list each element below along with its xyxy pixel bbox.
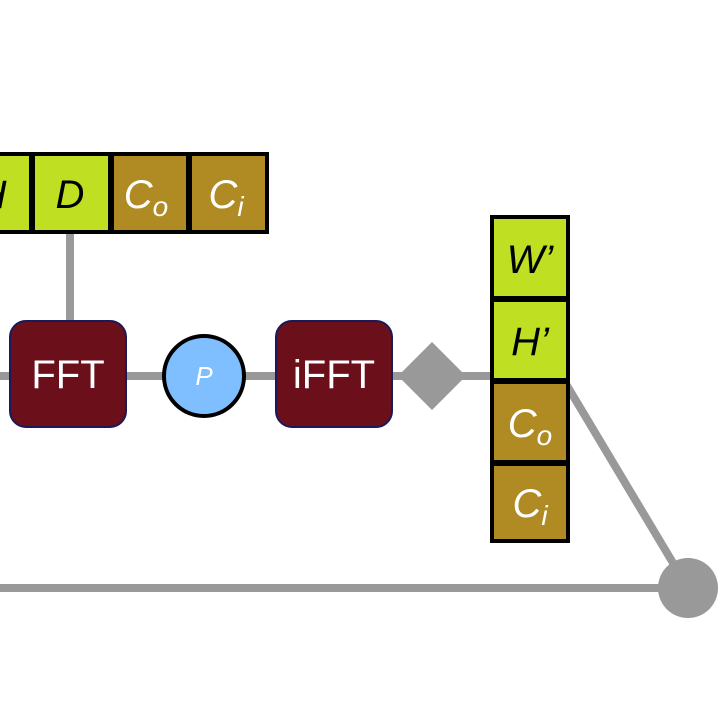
tile-label-sub: o	[153, 191, 169, 222]
node-label: P	[195, 361, 213, 391]
tile	[490, 462, 570, 543]
tile	[490, 380, 570, 464]
junction	[658, 558, 718, 618]
node-label: FFT	[31, 353, 104, 397]
tile-label: Co	[508, 402, 552, 451]
p-node	[162, 334, 246, 418]
tile-label-main: C	[512, 482, 542, 526]
diamond	[398, 342, 466, 410]
tile-label: Ci	[208, 173, 244, 222]
tile-label-sub: o	[537, 420, 553, 451]
tile	[110, 152, 190, 234]
tile-label: Ci	[512, 482, 548, 531]
fft-box	[9, 320, 127, 428]
tile-label-sub: i	[237, 191, 244, 222]
tile	[490, 215, 570, 300]
tile	[188, 152, 269, 234]
tile-label-sub: i	[541, 500, 548, 531]
tile-label-main: C	[124, 173, 154, 217]
node-label: iFFT	[293, 353, 375, 397]
tile-label: H’	[511, 320, 550, 364]
tile	[31, 152, 112, 234]
tile-label: H	[0, 173, 7, 217]
connector	[562, 381, 692, 591]
tile-label: D	[56, 173, 85, 217]
tile-label: W’	[507, 238, 555, 282]
ifft-box	[275, 320, 393, 428]
tile-label-main: C	[508, 402, 538, 446]
tile-label: Co	[124, 173, 168, 222]
tile-label-main: C	[208, 173, 238, 217]
